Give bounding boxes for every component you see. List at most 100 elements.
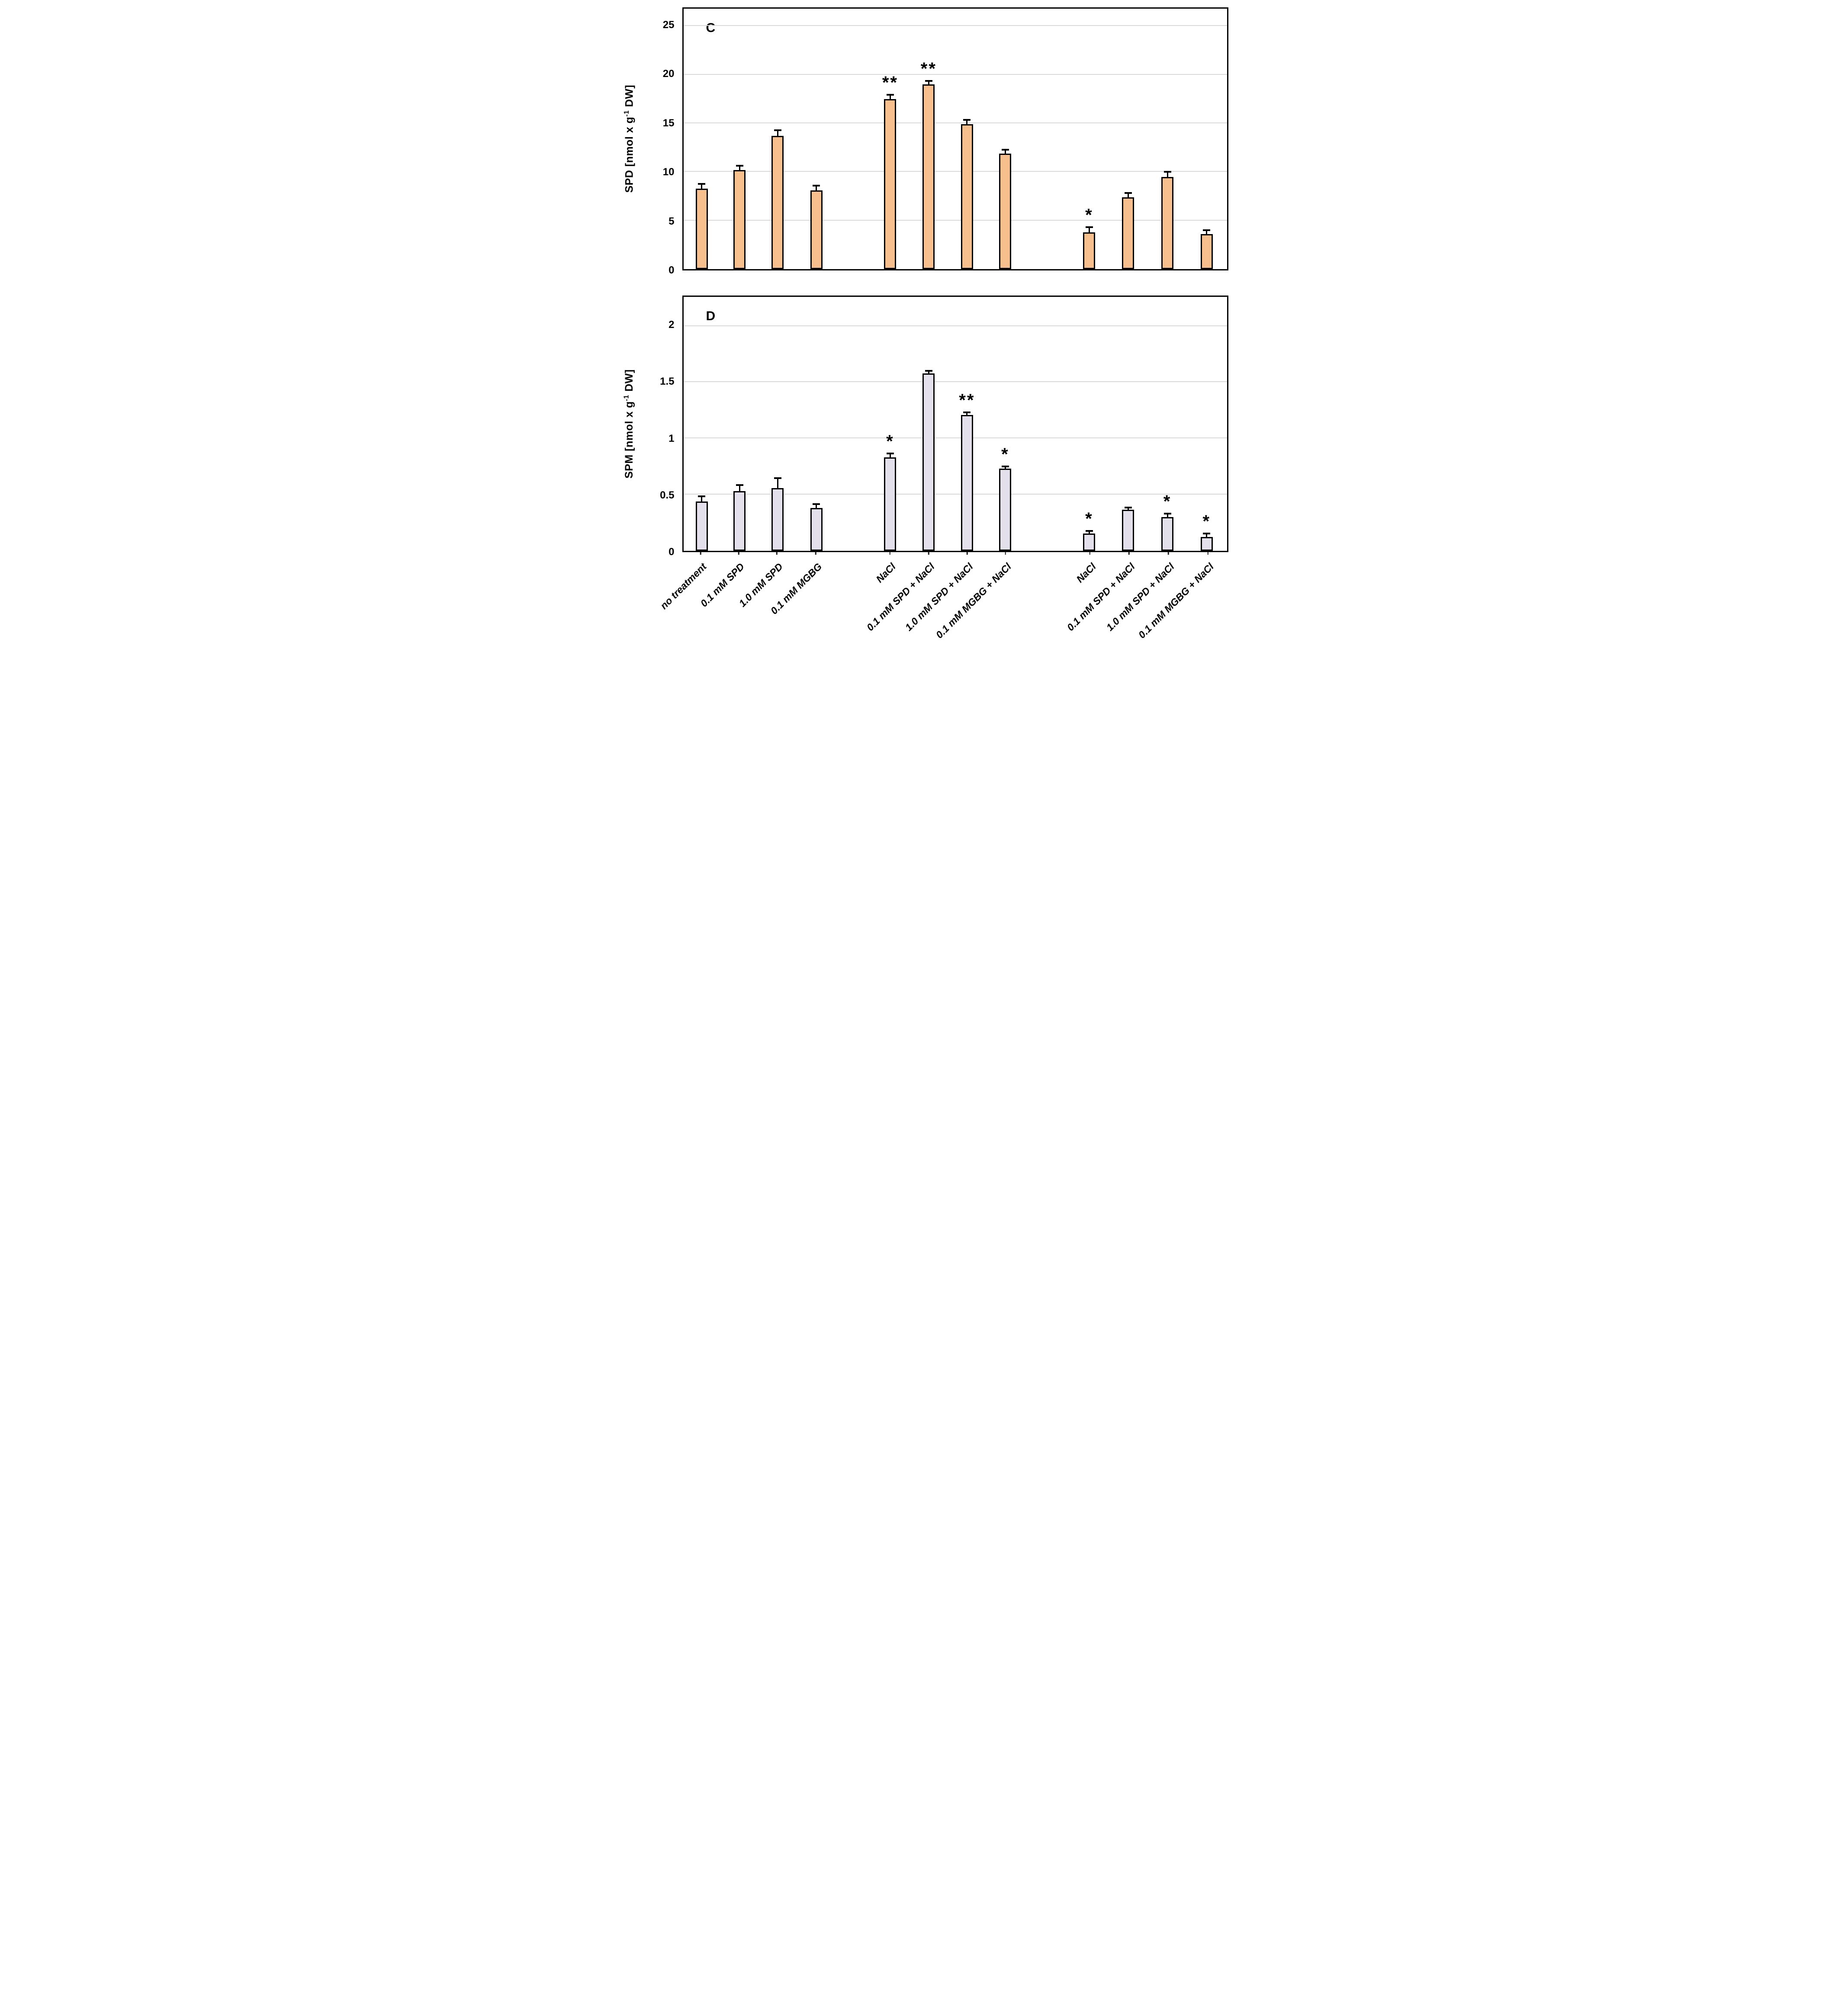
error-bar-cap [774,129,781,131]
bar-no-treatment [695,188,708,269]
gridline [683,381,1227,383]
error-bar-stem [1004,466,1006,469]
error-bar-stem [701,495,703,502]
error-bar-cap [1001,148,1009,151]
significance-marker: ** [959,391,975,410]
error-bar-cap [698,495,706,497]
plot-area-spd: C ** ** * [682,7,1228,270]
y-axis-ticks-spm: 0 0.5 1 1.5 2 [616,296,679,558]
bar-nacl [884,457,897,551]
bar-0-1-mm-mgbg-nacl [1200,234,1213,269]
y-tick-label: 0 [668,264,675,276]
error-bar-stem [966,119,968,125]
error-bar-cap [886,93,894,96]
error-bar-stem [928,370,929,373]
y-tick-label: 20 [662,68,675,80]
error-bar-stem [889,453,891,458]
bar-nacl [884,99,897,269]
error-bar-cap [736,484,743,486]
y-tick-label: 0.5 [660,489,675,501]
error-bar-stem [966,412,968,415]
y-tick-label: 1 [668,432,675,444]
error-bar-stem [1167,171,1168,177]
panel-letter-c: C [706,21,716,35]
bar-0-1-mm-mgbg [810,508,823,551]
error-bar-cap [1001,465,1009,467]
error-bar-cap [1203,533,1211,535]
error-bar-stem [1206,230,1208,235]
error-bar-stem [1088,227,1090,232]
bar-nacl [1083,232,1096,269]
bar-0-1-mm-mgbg-nacl [1200,537,1213,551]
bar-1-0-mm-spd-nacl [1161,517,1174,551]
bar-nacl [1083,533,1096,551]
error-bar-stem [777,478,778,488]
error-bar-stem [928,80,929,85]
error-bar-cap [1124,192,1132,194]
gridline [683,437,1227,439]
bar-0-1-mm-spd-nacl [1122,197,1135,269]
gridline [683,325,1227,326]
bar-0-1-mm-spd [733,491,746,551]
y-tick-label: 0 [668,546,675,558]
x-category-label: 0.1 mM MGBG + NaCl [934,561,1014,641]
significance-marker: * [1163,492,1172,511]
x-tick-mark [1128,552,1130,555]
bar-0-1-mm-spd [733,170,746,269]
x-tick-mark [738,552,739,555]
gridline [683,122,1227,124]
figure-two-panel-bar-chart: SPD [nmol x g-1 DW] 0 5 10 15 20 25 C ** ** * S… [616,0,1232,663]
significance-marker: * [1085,206,1093,225]
error-bar-cap [963,412,971,414]
bar-0-1-mm-spd-nacl [922,373,935,551]
x-tick-mark [1207,552,1208,555]
error-bar-stem [1127,507,1129,510]
x-tick-mark [1089,552,1091,555]
error-bar-stem [1167,513,1168,518]
x-tick-mark [928,552,929,555]
y-tick-label: 15 [662,117,675,129]
bar-0-1-mm-mgbg-nacl [999,153,1012,269]
x-tick-mark [815,552,816,555]
error-bar-stem [739,165,740,170]
y-tick-label: 10 [662,166,675,178]
error-bar-stem [1127,192,1129,197]
error-bar-cap [925,370,932,372]
y-tick-label: 1.5 [660,376,675,388]
x-tick-mark [1005,552,1006,555]
x-category-label: NaCl [874,561,898,585]
bar-0-1-mm-spd-nacl [1122,510,1135,551]
error-bar-cap [925,80,932,82]
x-tick-mark [776,552,778,555]
significance-marker: ** [882,73,898,92]
bar-no-treatment [695,501,708,551]
significance-marker: * [1085,509,1093,528]
error-bar-cap [1163,513,1171,515]
gridline [683,494,1227,495]
y-axis-ticks-spd: 0 5 10 15 20 25 [616,7,679,276]
gridline [683,171,1227,172]
error-bar-cap [698,183,706,185]
x-category-label: 0.1 mM SPD + NaCl [864,561,937,633]
error-bar-cap [736,164,743,167]
gridline [683,74,1227,75]
x-tick-mark [966,552,968,555]
error-bar-cap [1163,171,1171,173]
bar-1-0-mm-spd-nacl [961,415,973,551]
x-tick-mark [700,552,701,555]
error-bar-stem [701,183,703,189]
error-bar-cap [1085,530,1093,532]
error-bar-cap [1085,226,1093,228]
panel-letter-d: D [706,309,716,323]
error-bar-cap [886,453,894,455]
gridline [683,219,1227,221]
significance-marker: * [1202,512,1211,531]
bar-0-1-mm-mgbg [810,190,823,269]
x-tick-mark [1168,552,1169,555]
significance-marker: * [1001,444,1009,464]
y-tick-label: 25 [662,19,675,31]
gridline [683,25,1227,26]
x-axis-category-labels: no treatment 0.1 mM SPD 1.0 mM SPD 0.1 mM M… [658,552,1228,663]
bar-1-0-mm-spd [771,136,784,269]
error-bar-stem [816,503,817,508]
